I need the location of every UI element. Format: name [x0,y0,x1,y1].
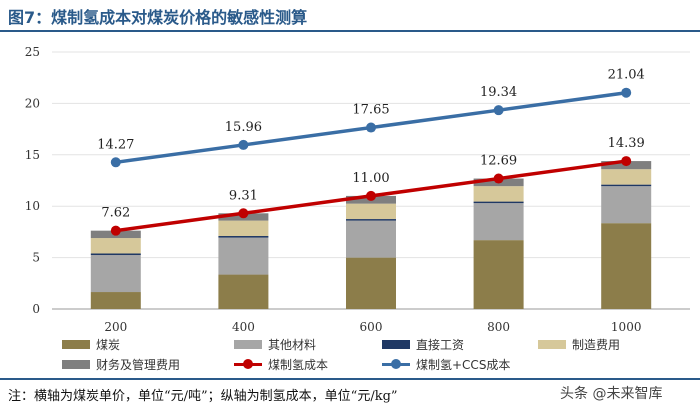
y-tick-label: 10 [25,199,40,213]
legend-swatch [538,339,566,349]
bar-2-3 [473,201,524,204]
x-tick-label: 200 [104,320,127,334]
x-tick-label: 1000 [611,320,642,334]
point-1-2 [366,122,376,133]
bar-0-1 [218,274,269,309]
bar-3-2 [346,203,396,220]
chart-svg: 0 5 10 15 20 25 200 400 600 800 1000 7.62 9.31 11.00 1… [25,45,690,334]
point-1-0 [110,157,121,168]
legend-line-marker [382,358,410,370]
footer-divider [0,378,700,380]
y-tick-label: 25 [25,45,40,59]
data-label: 19.34 [480,85,517,100]
y-tick-label: 15 [25,148,40,162]
data-label: 15.96 [225,120,262,135]
point-1-3 [493,105,504,116]
bar-0-2 [346,257,396,309]
y-tick-label: 0 [32,302,40,316]
bar-2-1 [218,236,269,238]
bar-1-2 [346,220,396,258]
bar-3-4 [601,169,652,185]
point-1-4 [621,87,632,98]
legend-item: 煤制氢+CCS成本 [382,356,510,372]
data-label: 9.31 [229,188,258,203]
point-0-0 [110,225,121,236]
legend-item: 财务及管理费用 [62,356,180,372]
legend-item: 煤制氢成本 [234,356,328,372]
bar-2-2 [346,219,396,221]
data-label: 7.62 [101,206,130,221]
bar-1-4 [601,186,652,224]
legend-label: 直接工资 [416,337,465,352]
watermark: 头条 @未来智库 [560,386,663,402]
legend-label: 煤制氢成本 [268,357,329,372]
x-tick-label: 400 [232,320,255,334]
legend-label: 煤制氢+CCS成本 [416,357,511,372]
legend-item: 直接工资 [382,336,464,352]
bar-0-4 [601,223,652,309]
point-0-1 [238,208,249,219]
bar-1-0 [90,255,141,293]
legend-label: 制造费用 [572,337,621,352]
legend-item: 其他材料 [234,336,316,352]
data-label: 21.04 [608,68,645,83]
legend-item: 制造费用 [538,336,620,352]
bar-2-4 [601,184,652,187]
legend-swatch [62,359,90,369]
legend-label: 财务及管理费用 [96,357,181,372]
bar-3-1 [218,220,269,237]
bar-3-3 [473,186,524,202]
chart-title: 图7：煤制氢成本对煤炭价格的敏感性测算 [8,8,308,27]
bar-1-1 [218,237,269,275]
legend-label: 其他材料 [268,337,317,352]
data-label: 17.65 [352,103,389,118]
point-0-2 [366,190,376,201]
bar-3-0 [90,238,141,254]
y-tick-label: 5 [32,251,40,265]
bar-0-3 [473,240,524,309]
legend-label: 煤炭 [96,337,121,352]
bar-2-0 [90,253,141,256]
title-divider [0,30,700,32]
x-tick-label: 800 [487,320,510,334]
point-0-3 [493,173,504,184]
footer-note: 注：横轴为煤炭单价，单位“元/吨”；纵轴为制氢成本，单位“元/kg” [8,389,398,404]
legend-swatch [234,339,262,349]
data-label: 14.27 [97,137,134,152]
bar-0-0 [90,292,141,309]
data-label: 14.39 [608,136,645,151]
legend-swatch [382,339,410,349]
y-tick-label: 20 [25,96,40,110]
legend-line-marker [234,358,262,370]
legend-swatch [62,339,90,349]
legend-item: 煤炭 [62,336,120,352]
x-tick-label: 600 [360,320,383,334]
data-label: 12.69 [480,154,517,169]
data-label: 11.00 [352,171,389,186]
bar-1-3 [473,203,524,241]
point-0-4 [621,156,632,167]
point-1-1 [238,139,249,150]
